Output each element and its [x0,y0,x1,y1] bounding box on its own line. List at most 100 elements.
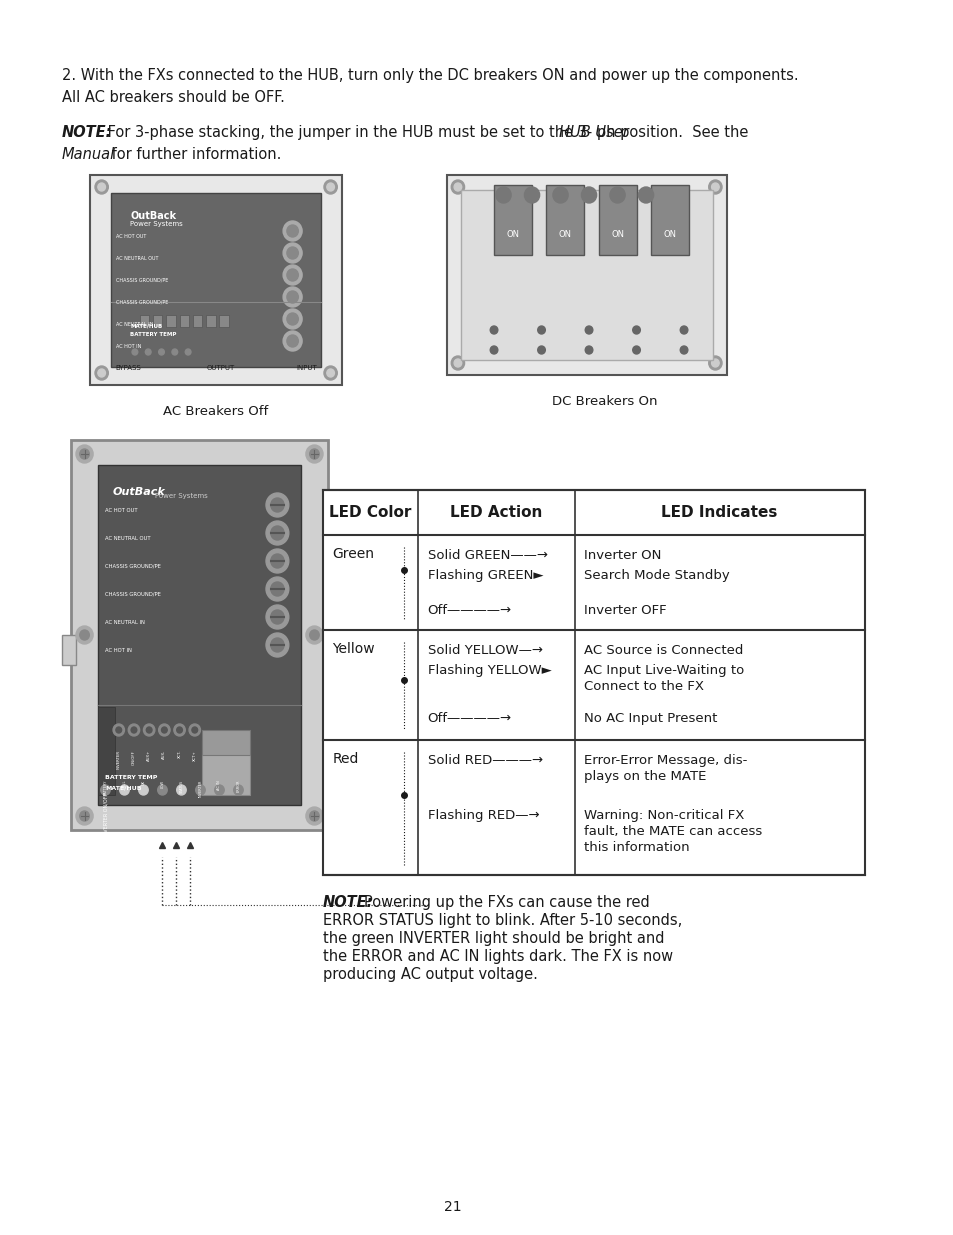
Circle shape [146,727,152,734]
Bar [650,185,688,254]
Circle shape [176,785,186,795]
Bar [98,466,301,805]
Text: Power Systems: Power Systems [130,221,183,227]
Circle shape [287,247,298,259]
Bar [202,730,250,755]
Text: Flashing YELLOW►: Flashing YELLOW► [427,664,551,677]
Circle shape [287,291,298,303]
Text: AC Source is Connected: AC Source is Connected [583,643,743,657]
Circle shape [708,356,721,370]
Text: NOTE:: NOTE: [323,895,374,910]
Circle shape [454,183,461,191]
Circle shape [189,724,200,736]
Bar [98,706,114,795]
Text: Green: Green [333,547,375,561]
Bar [598,185,636,254]
Circle shape [271,638,284,652]
Circle shape [632,346,639,354]
Circle shape [537,326,545,333]
Bar [193,315,202,327]
Circle shape [524,186,539,203]
Circle shape [310,450,319,459]
Text: No AC Input Present: No AC Input Present [583,713,717,725]
Circle shape [185,350,191,354]
Text: Warning: Non-critical FX: Warning: Non-critical FX [583,809,744,823]
Text: ERROR STATUS light to blink. After 5-10 seconds,: ERROR STATUS light to blink. After 5-10 … [323,913,681,927]
Circle shape [609,186,624,203]
Text: Flashing GREEN►: Flashing GREEN► [427,569,542,582]
Bar [152,315,162,327]
Circle shape [584,346,592,354]
Text: AC HOT IN: AC HOT IN [115,343,141,348]
Bar [460,190,712,359]
Circle shape [98,369,106,377]
Circle shape [679,326,687,333]
Circle shape [115,727,121,734]
Bar [206,315,215,327]
Circle shape [324,366,337,380]
Circle shape [283,243,302,263]
Text: the ERROR and AC IN lights dark. The FX is now: the ERROR and AC IN lights dark. The FX … [323,948,673,965]
Circle shape [306,626,323,643]
Text: Red: Red [333,752,358,766]
Text: for further information.: for further information. [108,147,281,162]
Text: HUB User: HUB User [558,125,628,140]
Bar [546,185,583,254]
Circle shape [145,350,151,354]
Circle shape [271,582,284,597]
Circle shape [266,577,289,601]
Text: XCT-: XCT- [177,750,181,758]
Circle shape [158,350,164,354]
Circle shape [711,183,719,191]
Text: Power Systems: Power Systems [154,493,208,499]
Circle shape [283,221,302,241]
Text: Powering up the FXs can cause the red: Powering up the FXs can cause the red [363,895,649,910]
Circle shape [287,269,298,282]
Bar [446,175,726,375]
Circle shape [271,498,284,513]
Circle shape [76,626,93,643]
Text: Search Mode Standby: Search Mode Standby [583,569,729,582]
Text: For 3-phase stacking, the jumper in the HUB must be set to the 3- ph position.  : For 3-phase stacking, the jumper in the … [103,125,752,140]
Circle shape [584,326,592,333]
Circle shape [327,183,335,191]
Text: MATE/HUB: MATE/HUB [130,324,162,329]
Circle shape [143,724,154,736]
Circle shape [98,183,106,191]
Text: MATE/HUB: MATE/HUB [106,785,142,790]
Bar [494,185,532,254]
Bar [166,315,175,327]
Text: Inverter OFF: Inverter OFF [583,604,666,618]
Text: plays on the MATE: plays on the MATE [583,769,706,783]
Bar [202,740,250,795]
Circle shape [271,555,284,568]
Text: AC NEUTRAL OUT: AC NEUTRAL OUT [115,256,158,261]
Circle shape [324,180,337,194]
Text: CHASSIS GROUND/PE: CHASSIS GROUND/PE [106,592,161,597]
Text: AC NEUTRAL IN: AC NEUTRAL IN [106,620,145,625]
Bar [179,315,189,327]
Circle shape [306,445,323,463]
Text: ON: ON [506,230,519,240]
Circle shape [173,724,185,736]
Text: XCT+: XCT+ [193,750,196,761]
Circle shape [327,369,335,377]
Circle shape [195,785,205,795]
Text: AC HOT OUT: AC HOT OUT [115,233,146,238]
Text: OUTPUT: OUTPUT [206,366,234,370]
Bar [71,440,328,830]
Text: ON: ON [662,230,676,240]
Circle shape [101,785,111,795]
Text: ON: ON [558,230,571,240]
Text: Off————→: Off————→ [427,604,511,618]
Text: DC Breakers On: DC Breakers On [552,395,658,408]
Circle shape [310,630,319,640]
Text: AC HOT IN: AC HOT IN [106,647,132,652]
Circle shape [176,727,182,734]
Text: AC Breakers Off: AC Breakers Off [163,405,268,417]
Circle shape [454,359,461,367]
Circle shape [271,610,284,624]
Text: AC NEUTRAL IN: AC NEUTRAL IN [115,321,153,326]
Circle shape [283,266,302,285]
Circle shape [233,785,243,795]
